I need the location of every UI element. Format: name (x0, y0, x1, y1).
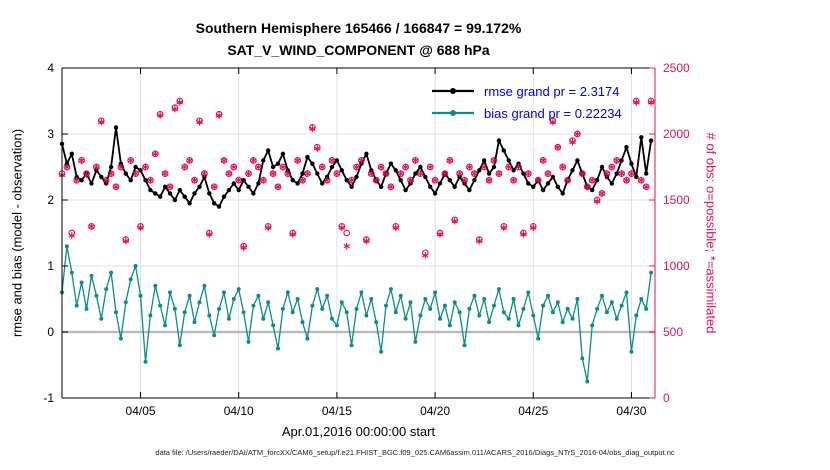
right-tick-label: 2500 (663, 61, 690, 75)
data-file-path: data file: /Users/raeder/DAI/ATM_forcXX/… (155, 448, 675, 457)
x-tick-label: 04/05 (126, 404, 156, 418)
chart-title: Southern Hemisphere 165466 / 166847 = 99… (195, 20, 522, 36)
legend-item-bias: bias grand pr = 0.22234 (430, 102, 622, 124)
bias-line-sample-icon (432, 110, 474, 116)
left-axis-label: rmse and bias (model - observation) (9, 128, 25, 338)
legend-label-rmse: rmse grand pr = 2.3174 (484, 83, 620, 99)
right-tick-label: 0 (663, 391, 670, 405)
assimilated-obs-markers (58, 98, 655, 259)
left-tick-label: 4 (47, 61, 54, 75)
legend: rmse grand pr = 2.3174 bias grand pr = 0… (430, 80, 622, 124)
axes: 04/05 04/10 04/15 04/20 04/25 04/30 -1 0 1 2 3 4 0 50… (43, 61, 690, 418)
x-axis-label: Apr.01,2016 00:00:00 start (281, 424, 436, 439)
x-tick-label: 04/10 (224, 404, 254, 418)
right-tick-label: 1500 (663, 193, 690, 207)
right-tick-label: 1000 (663, 259, 690, 273)
right-axis-label: # of obs: o=possible; *=assimilated (703, 132, 719, 334)
x-tick-label: 04/15 (322, 404, 352, 418)
x-tick-label: 04/30 (616, 404, 646, 418)
left-tick-label: 2 (47, 193, 54, 207)
left-tick-label: -1 (43, 391, 54, 405)
bias-sample-marker (450, 110, 456, 116)
right-tick-label: 500 (663, 325, 683, 339)
legend-item-rmse: rmse grand pr = 2.3174 (430, 80, 622, 102)
left-tick-label: 1 (47, 259, 54, 273)
x-tick-label: 04/25 (518, 404, 548, 418)
right-tick-label: 2000 (663, 127, 690, 141)
chart-subtitle: SAT_V_WIND_COMPONENT @ 688 hPa (227, 42, 490, 58)
legend-label-bias: bias grand pr = 0.22234 (484, 105, 622, 121)
rmse-line-sample-icon (432, 88, 474, 94)
rmse-sample-marker (450, 88, 456, 94)
left-tick-label: 0 (47, 325, 54, 339)
bias-series (60, 244, 654, 384)
x-tick-label: 04/20 (420, 404, 450, 418)
left-tick-label: 3 (47, 127, 54, 141)
grid (62, 68, 655, 398)
